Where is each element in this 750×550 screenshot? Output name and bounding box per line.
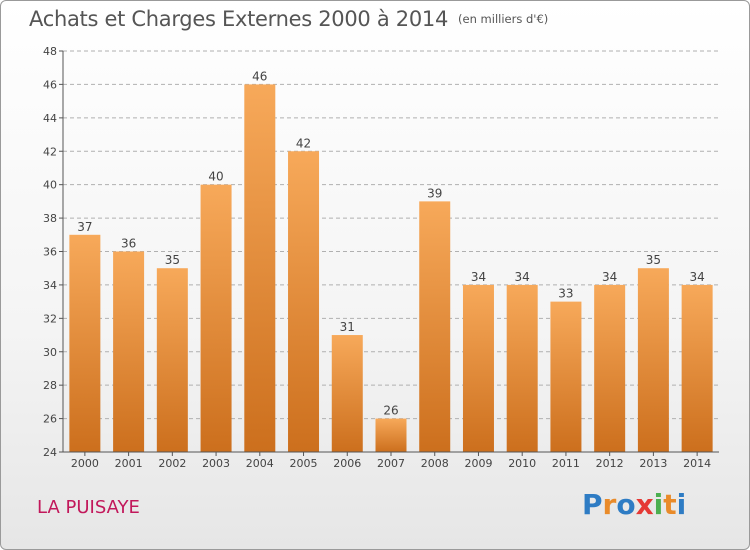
bar-2010 bbox=[506, 284, 538, 452]
y-tick-label: 28 bbox=[43, 379, 57, 392]
logo-letter: i bbox=[653, 488, 664, 521]
bar-2001 bbox=[113, 251, 145, 452]
data-label-2005: 42 bbox=[296, 136, 311, 150]
data-label-2012: 34 bbox=[602, 270, 617, 284]
data-label-2003: 40 bbox=[208, 170, 223, 184]
y-tick-label: 40 bbox=[43, 179, 57, 192]
x-tick-label-2005: 2005 bbox=[290, 457, 318, 470]
y-tick-label: 24 bbox=[43, 446, 57, 459]
bar-2000 bbox=[69, 234, 101, 452]
data-label-2013: 35 bbox=[646, 253, 661, 267]
x-tick-label-2007: 2007 bbox=[377, 457, 405, 470]
logo-letter: t bbox=[663, 488, 677, 521]
x-tick-label-2008: 2008 bbox=[421, 457, 449, 470]
x-tick-label-2000: 2000 bbox=[71, 457, 99, 470]
bar-2013 bbox=[637, 268, 669, 452]
data-label-2009: 34 bbox=[471, 270, 486, 284]
chart-title: Achats et Charges Externes 2000 à 2014 (e… bbox=[29, 7, 548, 31]
x-tick-label-2006: 2006 bbox=[333, 457, 361, 470]
bar-2003 bbox=[200, 184, 232, 452]
y-tick-label: 34 bbox=[43, 279, 57, 292]
bars-layer: 37 36 35 40 46 42 31 26 39 34 34 33 34 35 34 bbox=[69, 69, 713, 453]
x-tick-label-2010: 2010 bbox=[508, 457, 536, 470]
logo-letter: i bbox=[676, 488, 687, 521]
data-label-2004: 46 bbox=[252, 69, 267, 83]
y-tick-label: 30 bbox=[43, 346, 57, 359]
x-tick-label-2002: 2002 bbox=[158, 457, 186, 470]
y-tick-label: 46 bbox=[43, 78, 57, 91]
logo-letter: r bbox=[602, 488, 617, 521]
data-label-2007: 26 bbox=[383, 404, 398, 418]
bar-2005 bbox=[288, 151, 320, 452]
bar-2009 bbox=[462, 284, 494, 452]
bar-2011 bbox=[550, 301, 582, 452]
chart-unit: (en milliers d'€) bbox=[458, 12, 549, 26]
x-tick-label-2013: 2013 bbox=[639, 457, 667, 470]
bar-2008 bbox=[419, 201, 451, 452]
x-tick-label-2009: 2009 bbox=[464, 457, 492, 470]
x-tick-label-2014: 2014 bbox=[683, 457, 711, 470]
commune-name: LA PUISAYE bbox=[37, 497, 140, 518]
y-tick-label: 42 bbox=[43, 145, 57, 158]
bar-2006 bbox=[331, 335, 363, 452]
x-tick-label-2004: 2004 bbox=[246, 457, 274, 470]
data-label-2006: 31 bbox=[340, 320, 355, 334]
axis-layer: 24 26 28 30 32 34 36 38 40 42 44 46 48 2000 2001 2002 20… bbox=[43, 45, 719, 470]
chart-title-text: Achats et Charges Externes 2000 à 2014 bbox=[29, 7, 449, 31]
data-label-2010: 34 bbox=[515, 270, 530, 284]
y-tick-label: 32 bbox=[43, 312, 57, 325]
data-label-2014: 34 bbox=[689, 270, 704, 284]
data-label-2000: 37 bbox=[77, 220, 92, 234]
data-label-2002: 35 bbox=[165, 253, 180, 267]
bar-2002 bbox=[156, 268, 188, 452]
x-tick-label-2012: 2012 bbox=[596, 457, 624, 470]
y-tick-label: 38 bbox=[43, 212, 57, 225]
x-tick-label-2001: 2001 bbox=[115, 457, 143, 470]
x-tick-label-2011: 2011 bbox=[552, 457, 580, 470]
y-tick-label: 48 bbox=[43, 45, 57, 58]
logo-letter: o bbox=[616, 488, 636, 521]
bar-2007 bbox=[375, 418, 407, 452]
bar-2014 bbox=[681, 284, 713, 452]
logo-letter: P bbox=[582, 488, 603, 521]
x-tick-label-2003: 2003 bbox=[202, 457, 230, 470]
data-label-2011: 33 bbox=[558, 287, 573, 301]
bar-2012 bbox=[594, 284, 626, 452]
data-label-2001: 36 bbox=[121, 237, 136, 251]
y-tick-label: 26 bbox=[43, 413, 57, 426]
proxiti-logo[interactable]: Proxiti bbox=[582, 488, 686, 521]
bar-2004 bbox=[244, 84, 276, 453]
data-label-2008: 39 bbox=[427, 186, 442, 200]
y-tick-label: 44 bbox=[43, 112, 57, 125]
logo-letter: x bbox=[635, 488, 654, 521]
y-tick-label: 36 bbox=[43, 246, 57, 259]
